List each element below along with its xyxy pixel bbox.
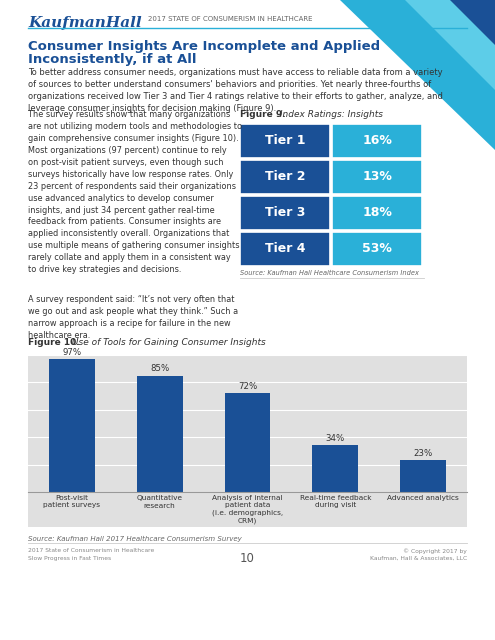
- Text: Post-visit
patient surveys: Post-visit patient surveys: [44, 495, 100, 509]
- Text: 18%: 18%: [362, 207, 392, 220]
- Text: Figure 10.: Figure 10.: [28, 338, 80, 347]
- Bar: [240, 124, 330, 158]
- Text: Source: Kaufman Hall Healthcare Consumerism Index: Source: Kaufman Hall Healthcare Consumer…: [240, 270, 419, 276]
- Text: 85%: 85%: [150, 364, 169, 373]
- Bar: [332, 196, 422, 230]
- Text: 16%: 16%: [362, 134, 392, 147]
- Text: Real-time feedback
during visit: Real-time feedback during visit: [299, 495, 371, 509]
- Polygon shape: [340, 0, 495, 150]
- Bar: [240, 160, 330, 194]
- Text: Quantitative
research: Quantitative research: [137, 495, 183, 509]
- Text: KaufmanHall: KaufmanHall: [28, 16, 142, 30]
- Text: Advanced analytics: Advanced analytics: [387, 495, 459, 501]
- Text: Source: Kaufman Hall 2017 Healthcare Consumerism Survey: Source: Kaufman Hall 2017 Healthcare Con…: [28, 536, 242, 542]
- Bar: [332, 160, 422, 194]
- Text: Kaufman, Hall & Associates, LLC: Kaufman, Hall & Associates, LLC: [370, 556, 467, 561]
- Text: The survey results show that many organizations
are not utilizing modern tools a: The survey results show that many organi…: [28, 110, 242, 274]
- Bar: [240, 232, 330, 266]
- Bar: [49, 359, 95, 492]
- Polygon shape: [450, 0, 495, 45]
- Text: 2017 STATE OF CONSUMERISM IN HEALTHCARE: 2017 STATE OF CONSUMERISM IN HEALTHCARE: [148, 16, 312, 22]
- Bar: [225, 394, 270, 492]
- Text: 13%: 13%: [362, 170, 392, 184]
- Text: Index Ratings: Insights: Index Ratings: Insights: [277, 110, 383, 119]
- Text: Tier 2: Tier 2: [265, 170, 305, 184]
- Text: Tier 4: Tier 4: [265, 243, 305, 255]
- Text: 2017 State of Consumerism in Healthcare: 2017 State of Consumerism in Healthcare: [28, 548, 154, 553]
- Text: To better address consumer needs, organizations must have access to reliable dat: To better address consumer needs, organi…: [28, 68, 443, 113]
- Text: Tier 1: Tier 1: [265, 134, 305, 147]
- Text: © Copyright 2017 by: © Copyright 2017 by: [403, 548, 467, 554]
- Text: 10: 10: [240, 552, 254, 565]
- Text: Slow Progress in Fast Times: Slow Progress in Fast Times: [28, 556, 111, 561]
- Text: 72%: 72%: [238, 382, 257, 391]
- Bar: [312, 445, 358, 492]
- Text: 23%: 23%: [413, 449, 433, 458]
- Bar: [332, 124, 422, 158]
- Text: Tier 3: Tier 3: [265, 207, 305, 220]
- Bar: [400, 461, 446, 492]
- Bar: [332, 232, 422, 266]
- Bar: [240, 196, 330, 230]
- Bar: [137, 376, 183, 492]
- Text: Use of Tools for Gaining Consumer Insights: Use of Tools for Gaining Consumer Insigh…: [69, 338, 266, 347]
- Text: A survey respondent said: “It’s not very often that
we go out and ask people wha: A survey respondent said: “It’s not very…: [28, 295, 238, 340]
- Bar: [28, 355, 467, 527]
- Text: Consumer Insights Are Incomplete and Applied: Consumer Insights Are Incomplete and App…: [28, 40, 380, 53]
- Text: 34%: 34%: [326, 434, 345, 443]
- Text: 97%: 97%: [62, 348, 82, 356]
- Text: Analysis of internal
patient data
(i.e. demographics,
CRM): Analysis of internal patient data (i.e. …: [212, 495, 283, 525]
- Text: Inconsistently, if at All: Inconsistently, if at All: [28, 53, 197, 66]
- Polygon shape: [405, 0, 495, 90]
- Text: 53%: 53%: [362, 243, 392, 255]
- Text: Figure 9.: Figure 9.: [240, 110, 286, 119]
